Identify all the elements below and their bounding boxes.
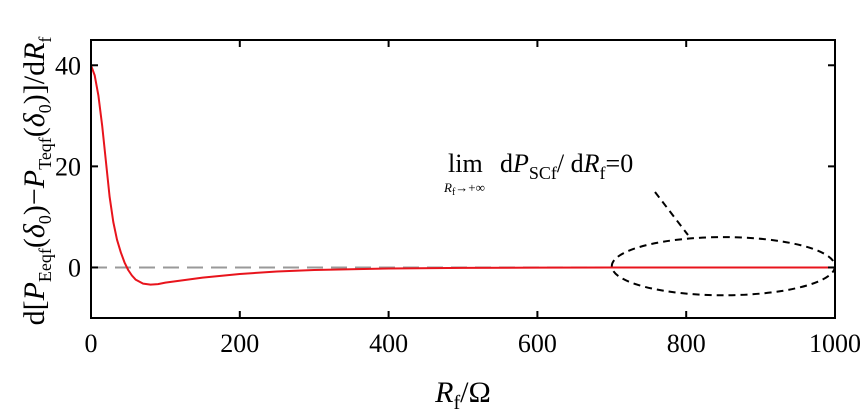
x-tick-label: 1000 [809, 329, 861, 358]
series-layer [90, 64, 835, 286]
x-label-main: R [434, 376, 453, 409]
y-label-part-7: P [18, 170, 51, 189]
annotation-expr-eq: =0 [606, 149, 634, 178]
y-label-part-13: R [18, 43, 51, 62]
x-axis-label: Rf/Ω [434, 376, 491, 414]
annotation-expr-slash: / d [557, 149, 584, 178]
annotation-expr-r: R [583, 149, 600, 178]
x-tick-label: 200 [220, 329, 259, 358]
ticks: 0 200 400 600 800 1000 0 20 40 [55, 40, 861, 358]
y-label-part-11: 0 [35, 104, 55, 113]
annotation-lim-subscript: Rf→+∞ [443, 180, 485, 198]
x-label-sub: f [454, 392, 461, 414]
y-label-part-8: Teqf [35, 137, 55, 170]
x-tick-label: 0 [85, 329, 98, 358]
x-tick-label: 400 [369, 329, 408, 358]
y-axis-label: d[PEeqf(δ0)−PTeqf(δ0)]/dRf [18, 37, 55, 326]
x-label-unit: /Ω [460, 376, 491, 409]
y-label-part-14: f [35, 37, 55, 43]
annotation-expr-sub: SCf [529, 163, 557, 183]
y-label-part-5: 0 [35, 215, 55, 224]
y-label-part-12: )]/d [18, 61, 51, 104]
y-label-part-10: δ [18, 112, 51, 127]
x-tick-label: 600 [518, 329, 557, 358]
x-tick-label: 800 [667, 329, 706, 358]
annotation-leader-line [654, 191, 689, 236]
annotation-expr-d: d [500, 149, 513, 178]
y-label-part-9: ( [18, 127, 51, 137]
annotation-lim-sub-f: f [452, 187, 456, 198]
annotation [610, 191, 837, 297]
y-label-part-0: d[ [18, 300, 51, 325]
y-tick-label: 20 [55, 152, 81, 181]
plot-frame [90, 39, 836, 319]
annotation-lim-sub-arrow: →+∞ [455, 180, 485, 195]
annotation-expr-p: P [512, 149, 529, 178]
annotation-lim: lim [448, 149, 483, 178]
annotation-ellipse [610, 236, 837, 297]
annotation-expr-sub2: f [600, 163, 606, 183]
y-label-part-6: )− [18, 188, 51, 215]
y-label-part-1: P [18, 282, 51, 301]
annotation-expression: dPSCf/ dRf=0 [500, 149, 633, 183]
y-label-part-3: ( [18, 238, 51, 248]
y-tick-label: 40 [55, 51, 81, 80]
y-label-part-2: Eeqf [35, 248, 55, 282]
y-tick-label: 0 [68, 253, 81, 282]
series-line-0 [90, 64, 835, 286]
y-label-part-4: δ [18, 223, 51, 238]
annotation-lim-sub-r: R [443, 180, 452, 195]
